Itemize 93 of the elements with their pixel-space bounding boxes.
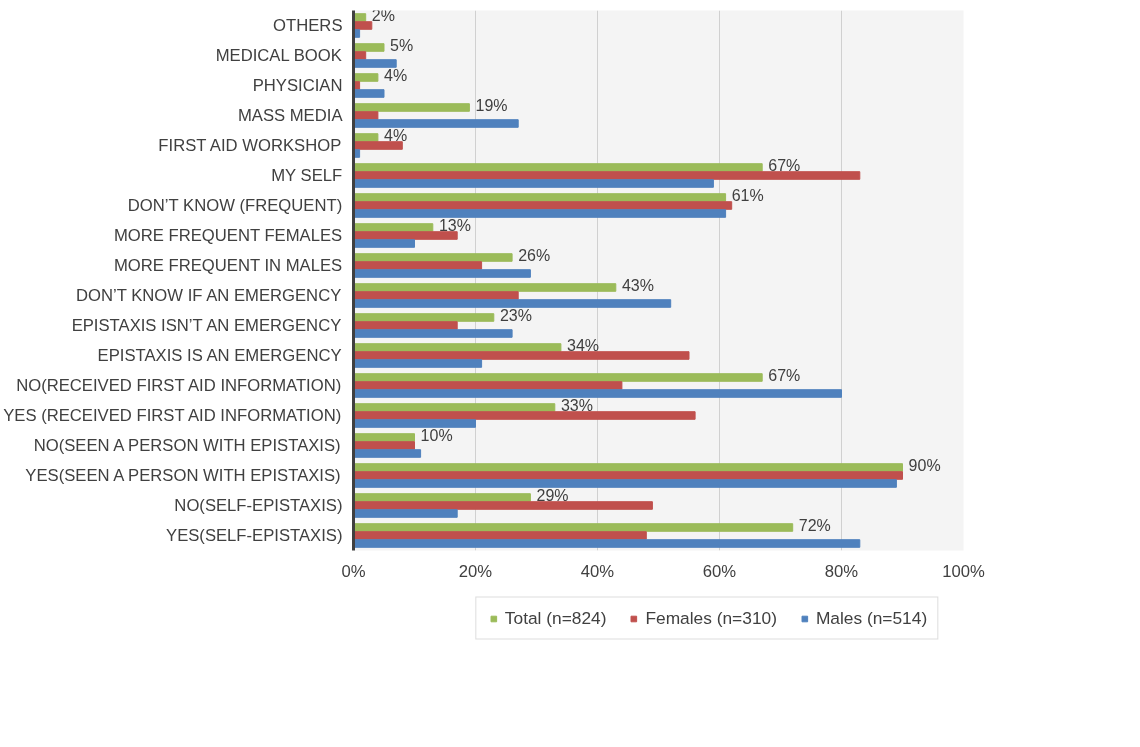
data-label: 43%	[621, 277, 654, 295]
y-tick-label: MORE FREQUENT FEMALES	[113, 226, 343, 245]
y-tick-label: PHYSICIAN	[252, 76, 343, 95]
bar	[353, 463, 903, 472]
bar	[353, 381, 623, 390]
data-label: 61%	[731, 187, 764, 205]
y-tick-label: NO(RECEIVED FIRST AID INFORMATION)	[16, 376, 342, 395]
y-tick-label: YES (RECEIVED FIRST AID INFORMATION)	[3, 406, 342, 425]
data-label: 33%	[560, 397, 593, 415]
bar	[353, 501, 653, 510]
bar	[353, 523, 794, 532]
bar	[353, 531, 647, 540]
x-tick-label: 80%	[824, 561, 859, 581]
bar	[353, 343, 562, 352]
y-tick-label: EPISTAXIS ISN’T AN EMERGENCY	[71, 316, 342, 335]
y-tick-label: NO(SELF-EPISTAXIS)	[174, 496, 343, 515]
bar	[353, 351, 690, 360]
bar	[353, 119, 519, 128]
bar	[353, 223, 434, 232]
y-tick-label: FIRST AID WORKSHOP	[158, 136, 342, 155]
data-label: 4%	[384, 127, 408, 145]
data-label: 19%	[475, 97, 508, 115]
bar	[353, 291, 519, 300]
bar	[353, 479, 897, 488]
bar	[353, 133, 379, 142]
x-tick-label: 40%	[580, 561, 615, 581]
bar	[353, 359, 483, 368]
y-tick-label: YES(SEEN A PERSON WITH EPISTAXIS)	[25, 466, 341, 485]
bar	[353, 171, 861, 180]
x-tick-label: 100%	[942, 561, 985, 581]
data-label: 10%	[420, 427, 453, 445]
bar	[353, 283, 617, 292]
data-label: 13%	[438, 217, 471, 235]
y-tick-label: OTHERS	[273, 16, 343, 35]
bar	[353, 313, 495, 322]
bar	[353, 231, 458, 240]
bar	[353, 73, 379, 82]
bar	[353, 373, 763, 382]
data-label: 90%	[908, 457, 941, 475]
data-label: 23%	[499, 307, 532, 325]
bar	[353, 419, 476, 428]
y-tick-label: YES(SELF-EPISTAXIS)	[166, 526, 343, 545]
bar	[353, 329, 513, 338]
bar	[353, 193, 727, 202]
bar	[353, 493, 531, 502]
y-tick-label: DON’T KNOW IF AN EMERGENCY	[75, 286, 342, 305]
x-tick-label: 60%	[702, 561, 737, 581]
bar	[353, 253, 513, 262]
data-label: 67%	[768, 367, 801, 385]
bar	[353, 179, 714, 188]
bar	[353, 141, 403, 150]
bar	[353, 433, 415, 442]
bar	[353, 103, 470, 112]
y-tick-label: NO(SEEN A PERSON WITH EPISTAXIS)	[33, 436, 341, 455]
data-label: 29%	[536, 487, 569, 505]
bar	[353, 59, 397, 68]
bar	[353, 89, 385, 98]
legend-label: Total (n=824)	[504, 607, 607, 629]
bar	[353, 471, 903, 480]
legend-label: Males (n=514)	[815, 607, 928, 629]
bar	[353, 201, 733, 210]
data-label: 5%	[390, 37, 414, 55]
y-tick-label: EPISTAXIS IS AN EMERGENCY	[97, 346, 342, 365]
bar	[353, 449, 422, 458]
y-tick-label: MEDICAL BOOK	[215, 46, 342, 65]
data-label: 72%	[798, 517, 831, 535]
bar	[353, 111, 379, 120]
data-label: 34%	[567, 337, 600, 355]
bar	[353, 261, 483, 270]
data-label: 67%	[768, 157, 801, 175]
bar	[353, 209, 727, 218]
x-tick-label: 20%	[458, 561, 493, 581]
y-tick-label: MORE FREQUENT IN MALES	[113, 256, 343, 275]
bar	[353, 299, 672, 308]
y-tick-label: MASS MEDIA	[237, 106, 344, 125]
legend-label: Females (n=310)	[645, 607, 777, 629]
bar	[353, 163, 763, 172]
bar	[353, 411, 696, 420]
bar	[353, 539, 861, 548]
bar	[353, 239, 415, 248]
y-tick-label: DON’T KNOW (FREQUENT)	[127, 196, 343, 215]
bar	[353, 21, 373, 30]
bar	[353, 403, 556, 412]
bar	[353, 43, 385, 52]
data-label: 26%	[518, 247, 551, 265]
bar	[353, 389, 842, 398]
bar	[353, 441, 415, 450]
data-label: 4%	[384, 67, 408, 85]
x-tick-label: 0%	[341, 561, 366, 581]
bar	[353, 509, 458, 518]
y-tick-label: MY SELF	[271, 166, 343, 185]
bar	[353, 321, 458, 330]
bar	[353, 269, 531, 278]
